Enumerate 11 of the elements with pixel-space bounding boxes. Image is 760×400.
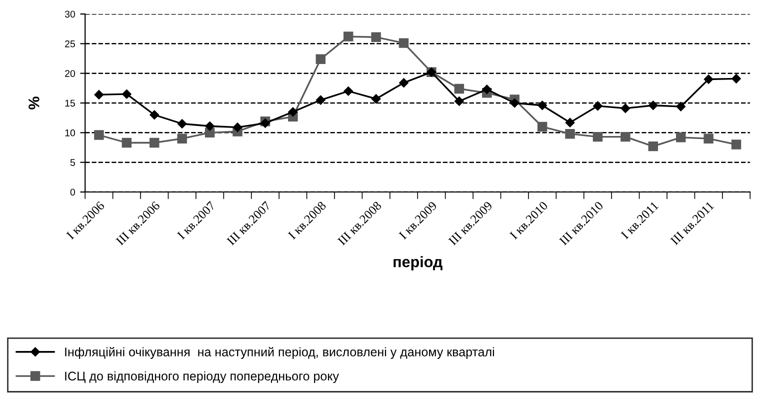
x-axis-title: період [394,256,442,270]
y-tick-label: 30 [64,10,76,18]
y-axis-title: % [28,96,40,110]
y-tick-label: 0 [70,188,76,196]
y-tick-label: 5 [70,159,75,166]
y-tick-label: 20 [65,70,76,77]
y-tick-label: 10 [65,129,76,136]
legend-label: ІСЦ до відповідного періоду попереднього року [65,371,339,383]
y-tick-label: 25 [65,40,75,48]
legend-label: Інфляційні очікування на наступний період, висловлені у даному кварталі [65,346,494,359]
y-tick-label: 15 [65,100,75,107]
